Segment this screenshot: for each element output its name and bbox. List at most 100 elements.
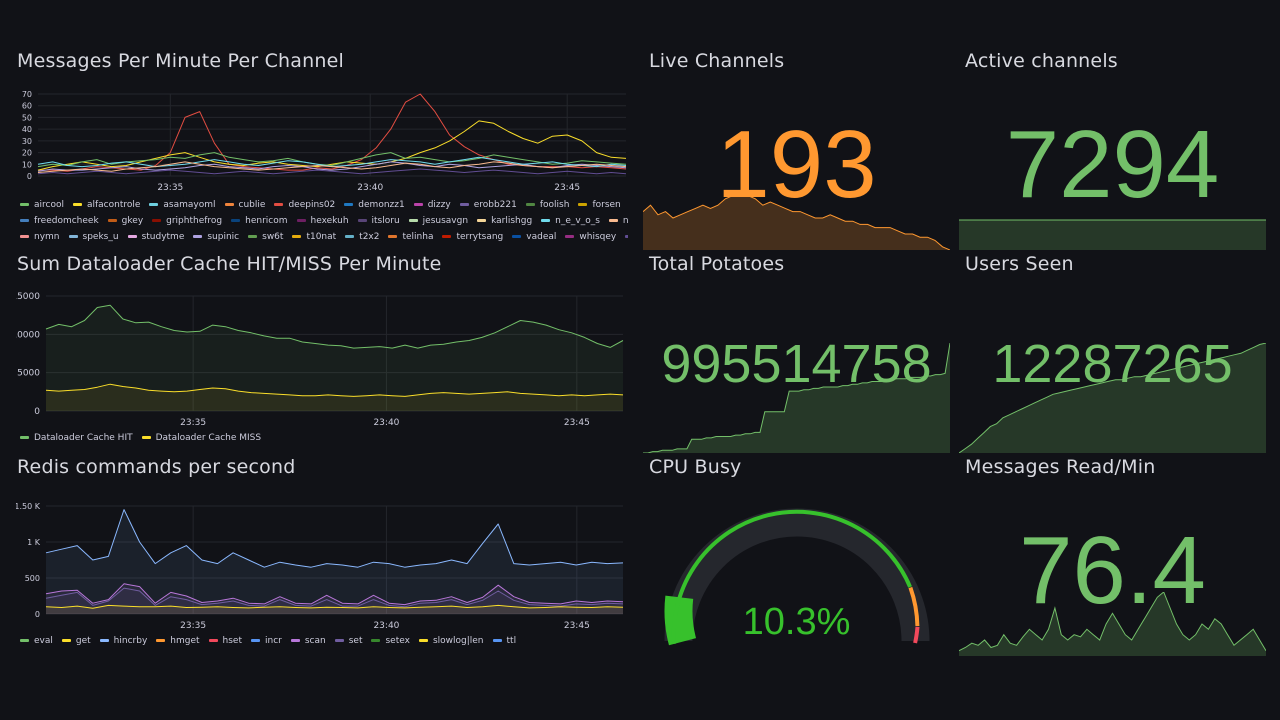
messages-chart[interactable]: 70 60 50 40 30 20 10 0 23:35 23:40 23:45 xyxy=(16,86,628,236)
legend-item[interactable]: jesusavgn xyxy=(408,213,469,229)
legend-row: Dataloader Cache HIT Dataloader Cache MIS… xyxy=(20,429,270,445)
legend-item[interactable]: speks_u xyxy=(68,229,119,245)
legend-item[interactable]: dizzy xyxy=(413,197,451,213)
legend-item[interactable]: deepins02 xyxy=(274,197,335,213)
y-tick-label: 0 xyxy=(27,172,32,181)
legend-swatch xyxy=(20,203,29,206)
legend-item[interactable]: hset xyxy=(208,633,242,649)
legend-item[interactable]: hincrby xyxy=(99,633,147,649)
legend-label: sw6t xyxy=(262,231,284,242)
legend-item[interactable]: whisqey xyxy=(565,229,616,245)
legend-item[interactable]: t2x2 xyxy=(345,229,379,245)
sparkline-area xyxy=(643,343,950,453)
legend-item[interactable]: xqc xyxy=(625,229,628,245)
legend-label: hset xyxy=(222,635,242,646)
legend-label: t10nat xyxy=(306,231,337,242)
legend-item[interactable]: aircool xyxy=(20,197,64,213)
legend-label: henricom xyxy=(245,215,288,226)
legend-item[interactable]: terrytsang xyxy=(442,229,503,245)
legend-item[interactable]: telinha xyxy=(388,229,433,245)
legend-label: foolish xyxy=(539,199,570,210)
y-tick-label: 1.50 K xyxy=(16,502,41,511)
legend-label: setex xyxy=(385,635,410,646)
cache-chart[interactable]: 15000 10000 5000 0 23:35 23:40 23:45 xyxy=(16,289,628,439)
legend-item[interactable]: henricom xyxy=(231,213,288,229)
legend-swatch xyxy=(72,203,82,206)
legend-swatch xyxy=(477,219,487,222)
legend-item[interactable]: get xyxy=(61,633,91,649)
legend-item[interactable]: asamayoml xyxy=(149,197,216,213)
legend-item[interactable]: Dataloader Cache MISS xyxy=(141,430,262,446)
legend-item[interactable]: cublie xyxy=(224,197,265,213)
redis-chart[interactable]: 1.50 K 1 K 500 0 23:35 23:40 23:45 xyxy=(16,492,628,642)
panel-title[interactable]: Messages Per Minute Per Channel xyxy=(17,50,344,72)
legend-label: speks_u xyxy=(82,231,119,242)
legend-swatch xyxy=(296,219,306,222)
legend-label: forsen xyxy=(592,199,621,210)
gauge-threshold-red xyxy=(913,626,920,644)
panel-title[interactable]: CPU Busy xyxy=(649,456,742,478)
legend-label: scan xyxy=(304,635,326,646)
legend-swatch xyxy=(357,219,367,222)
legend-item[interactable]: studytme xyxy=(127,229,184,245)
legend-item[interactable]: hexekuh xyxy=(296,213,349,229)
legend-label: whisqey xyxy=(579,231,617,242)
legend-item[interactable]: griphthefrog xyxy=(152,213,222,229)
panel-total-potatoes: Total Potatoes 995514758 xyxy=(643,253,950,453)
panel-title[interactable]: Sum Dataloader Cache HIT/MISS Per Minute xyxy=(17,253,442,275)
legend-item[interactable]: nymn xyxy=(20,229,60,245)
legend-item[interactable]: karlishgg xyxy=(477,213,532,229)
legend-item[interactable]: gkey xyxy=(107,213,143,229)
legend-item[interactable]: itsloru xyxy=(357,213,400,229)
sparkline-area xyxy=(959,220,1266,250)
legend-swatch xyxy=(371,639,381,642)
legend-swatch xyxy=(251,639,260,642)
legend-item[interactable]: hmget xyxy=(156,633,200,649)
x-tick-label: 23:45 xyxy=(564,418,590,428)
x-tick-label: 23:35 xyxy=(180,418,206,428)
legend-item[interactable]: foolish xyxy=(525,197,570,213)
legend-item[interactable]: Dataloader Cache HIT xyxy=(20,430,133,446)
legend-swatch xyxy=(608,219,618,222)
legend-item[interactable]: slowlog|len xyxy=(418,633,484,649)
panel-title[interactable]: Redis commands per second xyxy=(17,456,296,478)
panel-title[interactable]: Live Channels xyxy=(649,50,785,72)
legend-label: hexekuh xyxy=(310,215,349,226)
legend-item[interactable]: erobb221 xyxy=(459,197,517,213)
legend-item[interactable]: set xyxy=(334,633,362,649)
legend-item[interactable]: n_e_v_o_s xyxy=(541,213,600,229)
panel-title[interactable]: Messages Read/Min xyxy=(965,456,1156,478)
legend-swatch xyxy=(231,219,241,222)
legend-label: Dataloader Cache MISS xyxy=(155,432,262,443)
y-tick-label: 20 xyxy=(22,149,32,158)
legend-item[interactable]: scan xyxy=(290,633,326,649)
legend-label: asamayoml xyxy=(163,199,216,210)
legend-swatch xyxy=(107,219,117,222)
legend-item[interactable]: supinic xyxy=(193,229,239,245)
legend-swatch xyxy=(290,639,300,642)
legend-item[interactable]: nicistemmler xyxy=(608,213,628,229)
legend-item[interactable]: ttl xyxy=(492,633,516,649)
legend-item[interactable]: incr xyxy=(251,633,282,649)
legend-item[interactable]: eval xyxy=(20,633,53,649)
legend-swatch xyxy=(418,639,428,642)
legend-swatch xyxy=(625,235,628,238)
x-tick-label: 23:45 xyxy=(554,183,580,193)
panel-cpu-busy: CPU Busy 10.3% xyxy=(643,456,950,656)
legend-item[interactable]: freedomcheek xyxy=(20,213,99,229)
panel-title[interactable]: Active channels xyxy=(965,50,1118,72)
legend-label: itsloru xyxy=(371,215,400,226)
legend-item[interactable]: t10nat xyxy=(292,229,336,245)
legend-item[interactable]: demonzz1 xyxy=(344,197,405,213)
legend-label: jesusavgn xyxy=(422,215,469,226)
gauge-threshold-orange xyxy=(908,586,920,627)
legend-item[interactable]: forsen xyxy=(578,197,621,213)
legend-label: alfacontrole xyxy=(86,199,141,210)
legend-item[interactable]: sw6t xyxy=(248,229,283,245)
legend-item[interactable]: alfacontrole xyxy=(72,197,141,213)
legend-item[interactable]: vadeal xyxy=(512,229,556,245)
legend-swatch xyxy=(127,235,137,238)
panel-title[interactable]: Total Potatoes xyxy=(649,253,785,275)
legend-item[interactable]: setex xyxy=(371,633,410,649)
panel-title[interactable]: Users Seen xyxy=(965,253,1074,275)
